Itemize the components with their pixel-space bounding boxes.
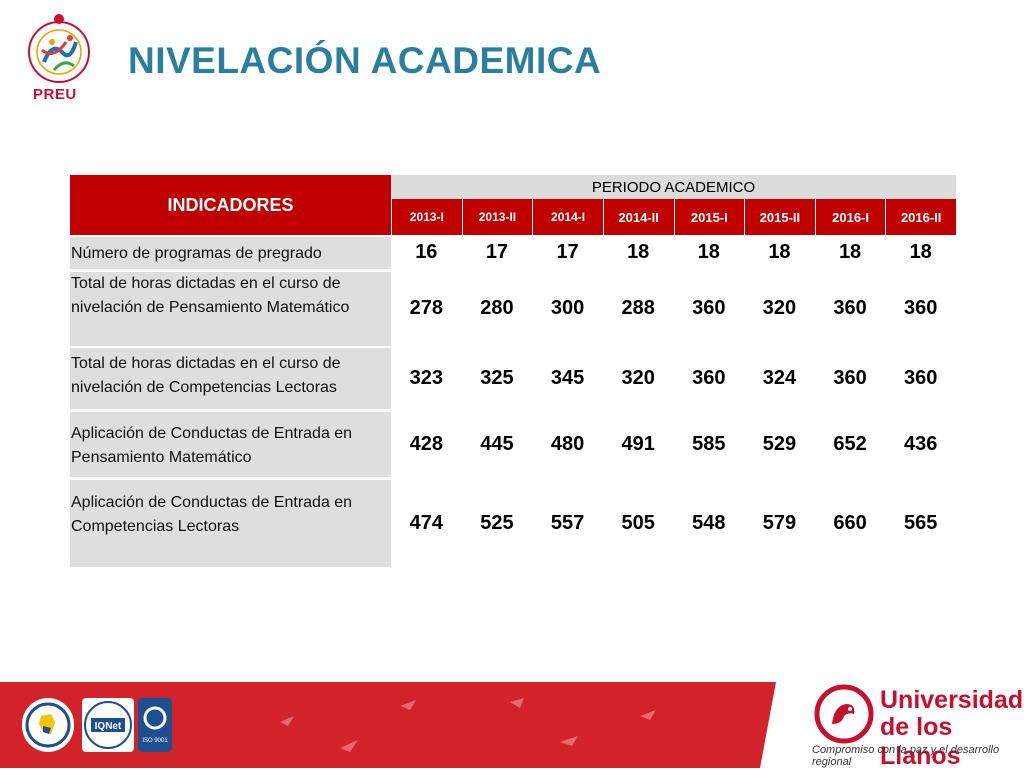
table-cell: 280 xyxy=(480,297,514,319)
table-cell: 360 xyxy=(692,367,726,389)
preu-logo xyxy=(28,14,90,83)
table-row: 428 445 480 491 585 529 652 436 xyxy=(391,411,956,477)
table-cell: 505 xyxy=(621,512,655,534)
table-cell: 360 xyxy=(833,297,867,319)
table-cell: 325 xyxy=(480,367,514,389)
university-motto: Compromiso con la paz y el desarrollo re… xyxy=(812,744,1000,768)
table-cell: 320 xyxy=(621,367,655,389)
period-header: PERIODO ACADEMICO xyxy=(391,175,956,199)
table-row: 16 17 17 18 18 18 18 18 xyxy=(391,236,956,269)
table-cell: 278 xyxy=(409,297,443,319)
table-cell: 17 xyxy=(485,241,509,263)
period-cell: 2016-II xyxy=(885,199,956,235)
table-row: 323 325 345 320 360 324 360 360 xyxy=(391,347,956,409)
table-cell: 428 xyxy=(409,433,443,455)
period-cell: 2015-I xyxy=(673,199,745,235)
unillanos-logo-icon xyxy=(814,684,874,744)
row-label: Aplicación de Conductas de Entrada en Co… xyxy=(70,479,391,567)
table-cell: 360 xyxy=(904,367,938,389)
page-title: NIVELACIÓN ACADEMICA xyxy=(128,40,602,81)
period-cell: 2015-II xyxy=(744,199,815,235)
table-cell: 324 xyxy=(762,367,797,389)
iso-text: ISO 9001 xyxy=(142,738,168,744)
table-cell: 565 xyxy=(904,512,938,534)
table-cell: 579 xyxy=(762,512,797,534)
table-cell: 529 xyxy=(762,433,797,455)
period-cell: 2014-II xyxy=(602,199,674,235)
row-label: Total de horas dictadas en el curso de n… xyxy=(70,347,391,409)
table-cell: 17 xyxy=(556,241,579,263)
table-cell: 18 xyxy=(627,241,650,263)
table-cell: 548 xyxy=(692,512,726,534)
table-cell: 288 xyxy=(621,297,655,319)
table-cell: 323 xyxy=(409,367,443,389)
table-cell: 18 xyxy=(697,241,720,263)
table-cell: 436 xyxy=(904,433,938,455)
table-cell: 360 xyxy=(833,367,867,389)
table-cell: 525 xyxy=(480,512,514,534)
table-cell: 16 xyxy=(415,241,438,263)
table-cell: 320 xyxy=(762,297,797,319)
colombia-seal-icon xyxy=(22,698,74,752)
indicators-header: INDICADORES xyxy=(70,175,391,235)
table-cell: 557 xyxy=(550,512,585,534)
indicators-table: INDICADORES PERIODO ACADEMICO 2013-I 201… xyxy=(70,175,956,567)
table-row: 278 280 300 288 360 320 360 360 xyxy=(391,271,956,346)
table-cell: 18 xyxy=(838,241,862,263)
table-cell: 18 xyxy=(909,241,932,263)
table-cell: 300 xyxy=(550,297,585,319)
iso-9001-icon: ISO 9001 xyxy=(138,698,172,752)
period-cell: 2014-I xyxy=(532,199,603,235)
table-cell: 18 xyxy=(768,241,791,263)
period-row: 2013-I 2013-II 2014-I 2014-II 2015-I 201… xyxy=(391,199,956,235)
table-cell: 345 xyxy=(550,367,585,389)
university-name-line2: de los Llanos xyxy=(880,713,961,770)
row-label: Total de horas dictadas en el curso de n… xyxy=(70,271,391,346)
row-label: Número de programas de pregrado xyxy=(70,236,391,269)
iqnet-text: IQNet xyxy=(95,721,122,732)
table-cell: 360 xyxy=(692,297,726,319)
row-label: Aplicación de Conductas de Entrada en Pe… xyxy=(70,411,391,477)
table-cell: 480 xyxy=(550,433,585,455)
period-cell: 2013-I xyxy=(391,199,462,235)
university-name-line1: Universidad xyxy=(880,686,1024,714)
table-cell: 585 xyxy=(692,433,726,455)
table-cell: 660 xyxy=(833,512,867,534)
table-cell: 360 xyxy=(904,297,938,319)
table-cell: 474 xyxy=(409,512,443,534)
table-row: 474 525 557 505 548 579 660 565 xyxy=(391,479,956,567)
logo-label: PREU xyxy=(33,86,77,103)
table-cell: 491 xyxy=(621,433,655,455)
iqnet-icon: IQNet xyxy=(82,698,134,752)
period-cell: 2013-II xyxy=(461,199,533,235)
period-cell: 2016-I xyxy=(814,199,886,235)
table-cell: 445 xyxy=(480,433,514,455)
table-cell: 652 xyxy=(833,433,867,455)
